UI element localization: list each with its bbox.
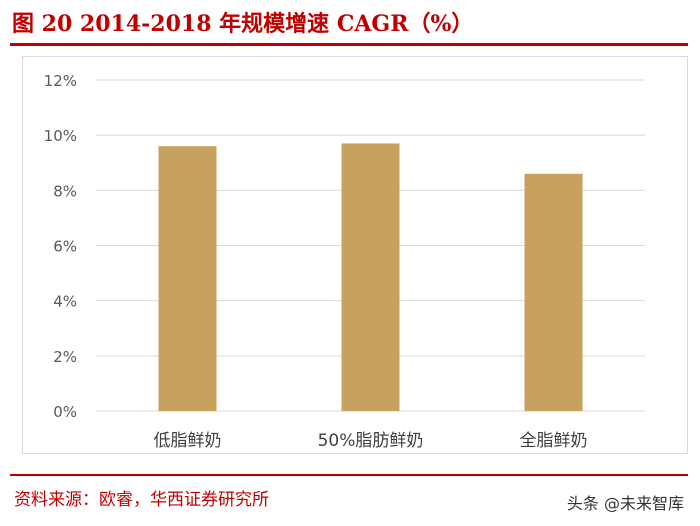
bar-chart: 0% 2% 4% 6% 8% 10% 12% 低脂鲜奶 50%脂肪鲜奶 全脂鲜奶 — [44, 72, 645, 451]
source-divider — [10, 474, 688, 476]
bar — [158, 146, 217, 411]
y-tick-label: 4% — [53, 293, 77, 311]
bar — [524, 173, 583, 411]
y-tick-label: 0% — [53, 403, 77, 421]
figure-title: 图 20 2014-2018 年规模增速 CAGR（%） — [12, 11, 474, 37]
x-tick-label: 全脂鲜奶 — [520, 431, 588, 451]
source-note: 资料来源：欧睿，华西证券研究所 — [14, 490, 269, 510]
y-tick-label: 2% — [53, 348, 77, 366]
watermark: 头条 @未来智库 — [562, 489, 688, 515]
x-tick-label: 低脂鲜奶 — [154, 431, 222, 451]
x-tick-label: 50%脂肪鲜奶 — [318, 431, 424, 451]
title-divider — [10, 43, 688, 46]
y-tick-label: 6% — [53, 238, 77, 256]
chart-frame — [22, 56, 688, 454]
y-tick-label: 12% — [44, 72, 77, 90]
y-tick-label: 8% — [53, 182, 77, 200]
bar — [341, 143, 400, 412]
y-tick-label: 10% — [44, 127, 77, 145]
